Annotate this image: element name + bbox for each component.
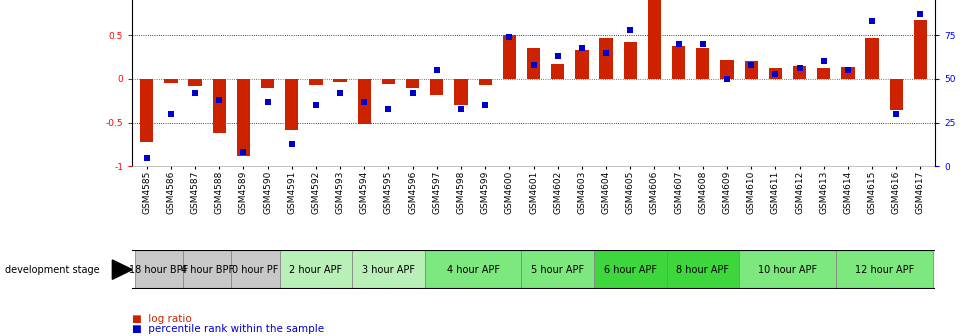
Text: 6 hour APF: 6 hour APF <box>603 265 656 275</box>
Point <box>259 99 275 104</box>
Polygon shape <box>112 260 132 279</box>
Point <box>236 150 251 155</box>
Point <box>139 155 155 160</box>
Point <box>815 59 830 64</box>
Text: 8 hour APF: 8 hour APF <box>676 265 729 275</box>
Point <box>428 68 444 73</box>
Bar <box>889 79 902 110</box>
Bar <box>406 79 419 88</box>
Bar <box>309 79 323 85</box>
Bar <box>285 79 298 130</box>
Text: 3 hour APF: 3 hour APF <box>362 265 415 275</box>
Point <box>501 34 516 40</box>
Point <box>573 45 589 50</box>
Text: 4 hour BPF: 4 hour BPF <box>180 265 234 275</box>
Point <box>670 41 686 47</box>
Point <box>742 62 758 68</box>
Text: 4 hour APF: 4 hour APF <box>446 265 499 275</box>
Bar <box>454 79 467 105</box>
Point <box>332 90 347 96</box>
Bar <box>429 79 443 95</box>
Bar <box>478 79 491 85</box>
Point <box>453 106 468 111</box>
Bar <box>817 69 829 79</box>
Bar <box>183 250 231 289</box>
Bar <box>424 250 521 289</box>
Point <box>405 90 421 96</box>
Bar <box>352 250 424 289</box>
Bar <box>575 50 588 79</box>
Bar <box>599 38 612 79</box>
Bar <box>792 66 805 79</box>
Text: 10 hour APF: 10 hour APF <box>757 265 817 275</box>
Text: development stage: development stage <box>5 265 100 275</box>
Text: ■  log ratio: ■ log ratio <box>132 314 192 324</box>
Point <box>622 27 638 33</box>
Point <box>767 71 782 76</box>
Bar <box>526 48 540 79</box>
Point <box>308 102 324 108</box>
Text: 18 hour BPF: 18 hour BPF <box>129 265 188 275</box>
Point <box>380 106 396 111</box>
Bar <box>551 64 563 79</box>
Point <box>163 111 179 117</box>
Bar <box>140 79 154 142</box>
Point <box>719 76 734 82</box>
Bar <box>521 250 594 289</box>
Bar <box>188 79 201 86</box>
Point <box>694 41 710 47</box>
Bar <box>738 250 835 289</box>
Bar <box>280 250 352 289</box>
Point <box>887 111 903 117</box>
Point <box>864 18 879 24</box>
Bar <box>503 35 515 79</box>
Bar <box>865 38 878 79</box>
Point <box>598 50 613 55</box>
Bar <box>647 0 660 79</box>
Point <box>839 68 855 73</box>
Point <box>911 12 927 17</box>
Bar <box>695 48 709 79</box>
Bar <box>261 79 274 88</box>
Text: ■  percentile rank within the sample: ■ percentile rank within the sample <box>132 324 324 334</box>
Bar <box>671 46 685 79</box>
Point <box>791 66 807 71</box>
Point <box>187 90 202 96</box>
Bar <box>381 79 395 84</box>
Point <box>477 102 493 108</box>
Point <box>284 141 299 146</box>
Bar <box>164 79 177 83</box>
Bar <box>357 79 371 124</box>
Bar <box>623 42 637 79</box>
Bar <box>666 250 738 289</box>
Text: 5 hour APF: 5 hour APF <box>531 265 584 275</box>
Bar <box>743 61 757 79</box>
Bar <box>768 68 781 79</box>
Bar <box>212 79 226 133</box>
Bar <box>840 67 854 79</box>
Bar <box>835 250 932 289</box>
Bar <box>134 250 183 289</box>
Bar <box>237 79 249 156</box>
Point <box>211 97 227 102</box>
Text: 0 hour PF: 0 hour PF <box>232 265 279 275</box>
Bar <box>594 250 666 289</box>
Point <box>356 99 372 104</box>
Bar <box>720 60 733 79</box>
Text: 2 hour APF: 2 hour APF <box>289 265 342 275</box>
Bar <box>912 19 926 79</box>
Bar <box>333 79 346 82</box>
Text: 12 hour APF: 12 hour APF <box>854 265 912 275</box>
Point <box>550 53 565 59</box>
Bar <box>231 250 280 289</box>
Point <box>525 62 541 68</box>
